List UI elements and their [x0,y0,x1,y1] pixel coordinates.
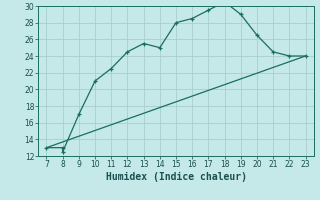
X-axis label: Humidex (Indice chaleur): Humidex (Indice chaleur) [106,172,246,182]
